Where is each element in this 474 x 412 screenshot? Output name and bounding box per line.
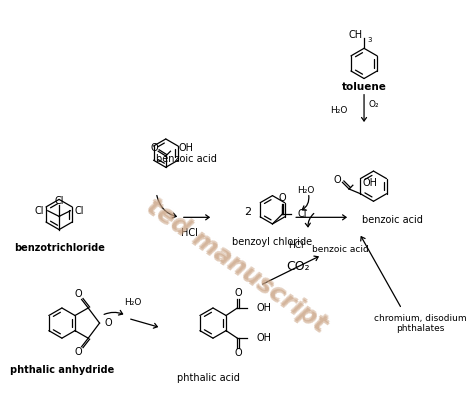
Text: O: O (235, 288, 242, 298)
Text: phthalic anhydride: phthalic anhydride (10, 365, 114, 375)
Text: Cl: Cl (35, 206, 44, 216)
Text: OH: OH (178, 143, 193, 153)
Text: O: O (278, 194, 286, 204)
Text: HCl: HCl (288, 241, 304, 250)
Text: Cl: Cl (297, 209, 307, 220)
Text: 2: 2 (244, 207, 252, 217)
Text: O: O (75, 289, 82, 299)
Text: ted manuscript: ted manuscript (142, 193, 331, 336)
Text: O: O (151, 143, 158, 153)
Text: H₂O: H₂O (297, 186, 314, 195)
Text: CH: CH (348, 30, 362, 40)
Text: OH: OH (362, 178, 377, 188)
Text: Cl: Cl (55, 196, 64, 206)
Text: benzoic acid: benzoic acid (312, 245, 369, 254)
Text: benzoic acid: benzoic acid (156, 154, 217, 164)
Text: O₂: O₂ (369, 100, 379, 108)
Text: HCl: HCl (181, 228, 198, 239)
Text: 3: 3 (368, 37, 372, 43)
Text: OH: OH (256, 333, 271, 343)
Text: Cl: Cl (74, 206, 84, 216)
Text: O: O (235, 348, 242, 358)
Text: O: O (104, 318, 112, 328)
Text: chromium, disodium
phthalates: chromium, disodium phthalates (374, 314, 467, 333)
Text: ted manuscript: ted manuscript (142, 195, 331, 338)
Text: H₂O: H₂O (330, 106, 347, 115)
Text: CO₂: CO₂ (286, 260, 310, 273)
Text: benzotrichloride: benzotrichloride (14, 243, 104, 253)
Text: OH: OH (256, 303, 271, 313)
Text: phthalic acid: phthalic acid (177, 373, 240, 383)
Text: O: O (75, 347, 82, 357)
Text: H₂O: H₂O (124, 298, 141, 307)
Text: toluene: toluene (342, 82, 386, 92)
Text: benzoyl chloride: benzoyl chloride (232, 237, 312, 247)
Text: O: O (334, 175, 342, 185)
Text: benzoic acid: benzoic acid (362, 215, 423, 225)
